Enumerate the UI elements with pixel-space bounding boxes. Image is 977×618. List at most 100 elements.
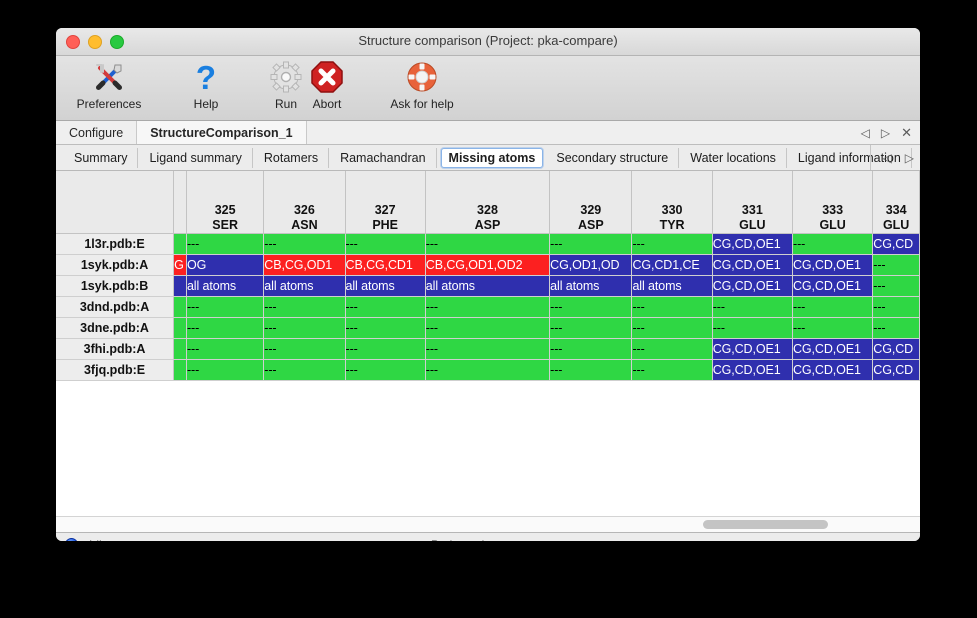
table-cell[interactable]: --- bbox=[872, 275, 920, 297]
table-row[interactable]: 1l3r.pdb:E --- --- --- --- --- --- CG,CD,OE1 ---… bbox=[56, 233, 920, 255]
table-cell[interactable]: CG,CD,OE1 bbox=[792, 359, 874, 381]
table-cell[interactable]: all atoms bbox=[345, 275, 426, 297]
table-column-header-334[interactable]: 334 GLU bbox=[872, 171, 920, 234]
table-cell[interactable]: all atoms bbox=[631, 275, 713, 297]
table-cell[interactable]: --- bbox=[263, 296, 346, 318]
ask-for-help-button[interactable]: Ask for help bbox=[380, 58, 464, 111]
table-cell[interactable]: CB,CG,OD1,OD2 bbox=[425, 254, 551, 276]
tab-rotamers[interactable]: Rotamers bbox=[254, 147, 330, 168]
abort-button[interactable]: Abort bbox=[285, 58, 369, 111]
horizontal-scrollbar[interactable] bbox=[56, 516, 920, 532]
table-cell[interactable]: --- bbox=[263, 317, 346, 339]
table-row[interactable]: 1syk.pdb:B all atoms all atoms all atoms all… bbox=[56, 275, 920, 297]
table-cell[interactable] bbox=[173, 359, 187, 381]
next-arrow-icon[interactable]: ▷ bbox=[880, 125, 891, 140]
tab-secondary-structure[interactable]: Secondary structure bbox=[546, 147, 680, 168]
table-cell[interactable]: CG,CD,OE1 bbox=[792, 254, 874, 276]
table-cell[interactable]: --- bbox=[425, 338, 551, 360]
table-cell[interactable]: --- bbox=[631, 317, 713, 339]
table-row[interactable]: 3fjq.pdb:E --- --- --- --- --- --- CG,CD,OE1 CG,… bbox=[56, 359, 920, 381]
table-cell[interactable]: --- bbox=[345, 359, 426, 381]
run-button[interactable]: Run bbox=[244, 58, 328, 111]
table-cell[interactable]: --- bbox=[792, 317, 874, 339]
close-button[interactable] bbox=[66, 35, 80, 49]
table-cell[interactable]: --- bbox=[186, 317, 265, 339]
table-cell[interactable]: CG,OD1,OD bbox=[549, 254, 633, 276]
table-column-header-331[interactable]: 331 GLU bbox=[712, 171, 794, 234]
table-column-header-327[interactable]: 327 PHE bbox=[345, 171, 426, 234]
table-cell[interactable]: --- bbox=[712, 296, 794, 318]
prev-arrow-icon[interactable]: ◁ bbox=[882, 150, 892, 165]
table-cell[interactable]: CG,CD bbox=[872, 359, 920, 381]
table-cell[interactable]: --- bbox=[345, 296, 426, 318]
table-row[interactable]: 3dne.pdb:A --- --- --- --- --- --- --- --- --- bbox=[56, 317, 920, 339]
table-cell[interactable]: CG,CD,OE1 bbox=[712, 338, 794, 360]
table-cell[interactable]: --- bbox=[631, 338, 713, 360]
table-cell[interactable] bbox=[173, 296, 187, 318]
next-arrow-icon[interactable]: ▷ bbox=[904, 150, 914, 165]
table-cell[interactable]: --- bbox=[549, 233, 633, 255]
tab-water-locations[interactable]: Water locations bbox=[680, 147, 787, 168]
table-cell[interactable] bbox=[173, 317, 187, 339]
missing-atoms-table-container[interactable]: 325 SER 326 ASN 327 PHE 328 ASP 329 ASP 330 TYR 331 G… bbox=[56, 171, 920, 516]
table-cell[interactable]: --- bbox=[872, 254, 920, 276]
minimize-button[interactable] bbox=[88, 35, 102, 49]
project-tab-structurecomparison-1[interactable]: StructureComparison_1 bbox=[137, 121, 307, 144]
table-cell[interactable]: CG,CD,OE1 bbox=[712, 233, 794, 255]
table-cell[interactable]: --- bbox=[425, 233, 551, 255]
table-cell[interactable]: --- bbox=[631, 296, 713, 318]
table-cell[interactable]: --- bbox=[792, 296, 874, 318]
tab-ramachandran[interactable]: Ramachandran bbox=[330, 147, 437, 168]
tab-summary[interactable]: Summary bbox=[64, 147, 139, 168]
table-cell[interactable]: --- bbox=[425, 317, 551, 339]
table-cell[interactable]: CG,CD,OE1 bbox=[712, 254, 794, 276]
table-cell[interactable]: OG bbox=[186, 254, 265, 276]
table-row[interactable]: 1syk.pdb:A G OG CB,CG,OD1 CB,CG,CD1 CB,CG,OD1… bbox=[56, 254, 920, 276]
table-cell[interactable]: all atoms bbox=[263, 275, 346, 297]
table-row[interactable]: 3fhi.pdb:A --- --- --- --- --- --- CG,CD,OE1 CG,… bbox=[56, 338, 920, 360]
table-cell[interactable]: --- bbox=[345, 233, 426, 255]
horizontal-scrollbar-thumb[interactable] bbox=[703, 520, 828, 529]
table-cell[interactable]: --- bbox=[263, 233, 346, 255]
table-cell[interactable]: --- bbox=[345, 338, 426, 360]
table-cell[interactable]: --- bbox=[186, 359, 265, 381]
table-cell[interactable]: all atoms bbox=[186, 275, 265, 297]
table-cell[interactable]: CG,CD,OE1 bbox=[792, 275, 874, 297]
table-cell[interactable]: --- bbox=[263, 359, 346, 381]
table-cell[interactable]: --- bbox=[792, 233, 874, 255]
table-cell[interactable]: CB,CG,OD1 bbox=[263, 254, 346, 276]
table-cell[interactable]: CG,CD,OE1 bbox=[712, 275, 794, 297]
table-cell[interactable]: --- bbox=[186, 233, 265, 255]
table-cell[interactable]: G bbox=[173, 254, 187, 276]
close-icon[interactable]: ✕ bbox=[901, 124, 912, 140]
project-tab-configure[interactable]: Configure bbox=[56, 121, 138, 144]
table-cell[interactable]: --- bbox=[631, 359, 713, 381]
table-cell[interactable]: CG,CD bbox=[872, 233, 920, 255]
table-column-header-clipped[interactable] bbox=[173, 171, 187, 234]
zoom-button[interactable] bbox=[110, 35, 124, 49]
table-cell[interactable] bbox=[173, 233, 187, 255]
table-cell[interactable]: --- bbox=[872, 296, 920, 318]
table-column-header-326[interactable]: 326 ASN bbox=[263, 171, 346, 234]
table-cell[interactable]: all atoms bbox=[425, 275, 551, 297]
table-cell[interactable] bbox=[173, 275, 187, 297]
table-column-header-325[interactable]: 325 SER bbox=[186, 171, 265, 234]
tab-ligand-information[interactable]: Ligand information bbox=[788, 147, 912, 168]
table-cell[interactable]: --- bbox=[186, 338, 265, 360]
table-cell[interactable]: --- bbox=[186, 296, 265, 318]
table-column-header-328[interactable]: 328 ASP bbox=[425, 171, 551, 234]
table-cell[interactable]: CG,CD,OE1 bbox=[792, 338, 874, 360]
prev-arrow-icon[interactable]: ◁ bbox=[860, 125, 870, 140]
table-cell[interactable]: --- bbox=[631, 233, 713, 255]
table-cell[interactable]: --- bbox=[549, 359, 633, 381]
table-cell[interactable]: --- bbox=[425, 359, 551, 381]
table-cell[interactable]: --- bbox=[425, 296, 551, 318]
table-cell[interactable]: all atoms bbox=[549, 275, 633, 297]
table-cell[interactable]: CG,CD bbox=[872, 338, 920, 360]
table-cell[interactable]: --- bbox=[712, 317, 794, 339]
preferences-button[interactable]: Preferences bbox=[67, 58, 151, 111]
table-cell[interactable]: --- bbox=[549, 338, 633, 360]
tab-ligand-summary[interactable]: Ligand summary bbox=[139, 147, 253, 168]
table-cell[interactable]: --- bbox=[872, 317, 920, 339]
table-row[interactable]: 3dnd.pdb:A --- --- --- --- --- --- --- --- --- bbox=[56, 296, 920, 318]
